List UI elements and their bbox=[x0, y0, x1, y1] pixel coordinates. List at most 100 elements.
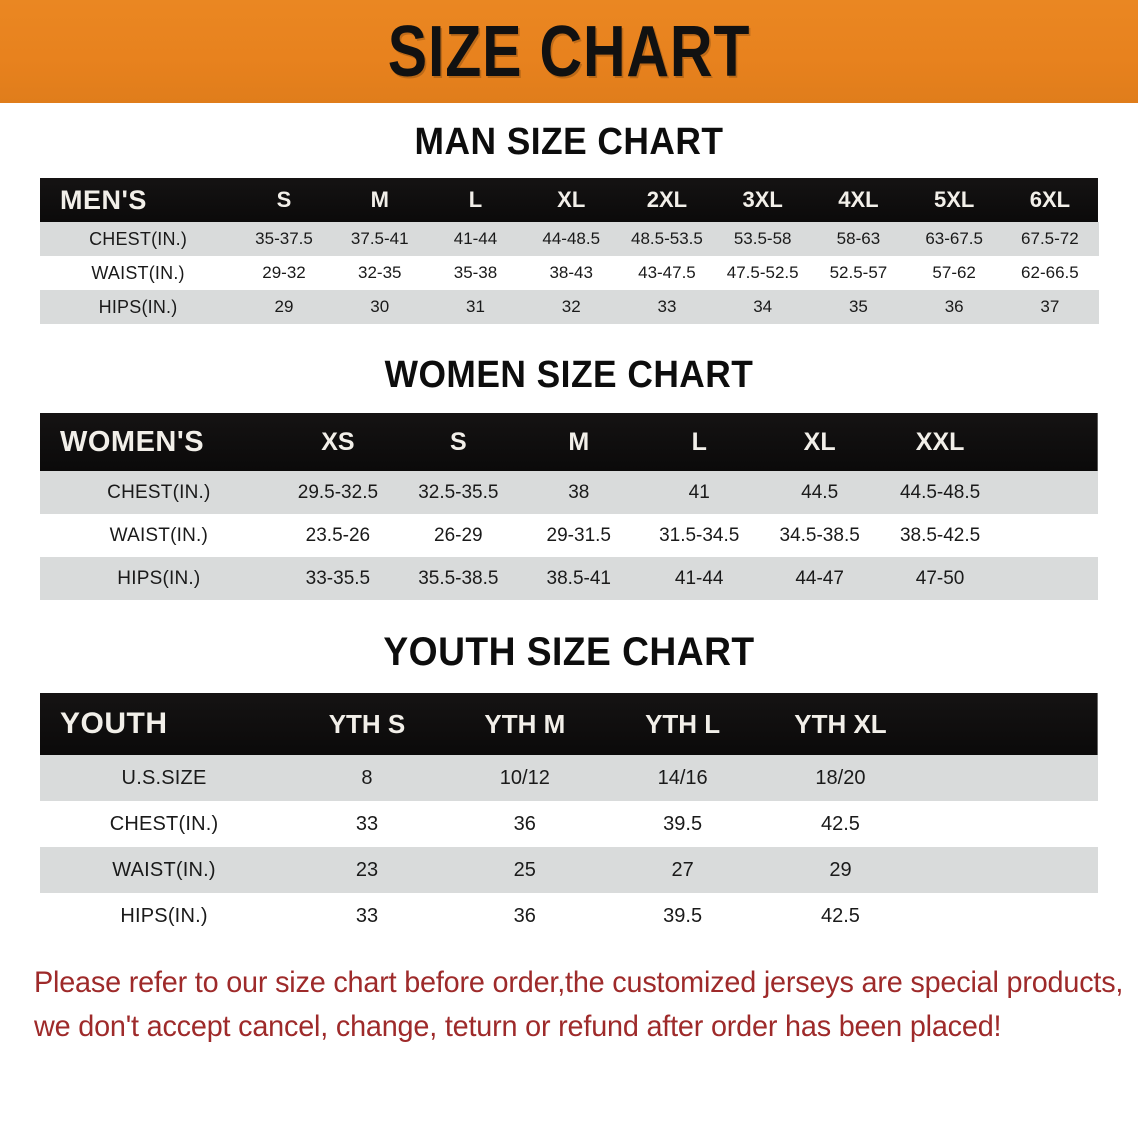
youth-size-header-yth-m: YTH M bbox=[484, 708, 566, 739]
youth-measurement-cell: 36 bbox=[513, 812, 536, 835]
man-row-label: WAIST(IN.) bbox=[91, 262, 185, 283]
man-measurement-cell: 29-32 bbox=[262, 263, 306, 282]
youth-measurement-cell: 39.5 bbox=[663, 812, 703, 835]
man-size-table: MEN'S S M L XL 2XL 3XL 4XL 5XL 6XL CHEST(IN.) 35-3… bbox=[40, 178, 1098, 324]
youth-table-row: U.S.SIZE 8 10/12 14/16 18/20 bbox=[40, 755, 1098, 801]
disclaimer-line-2: we don't accept cancel, change, teturn o… bbox=[34, 1009, 1002, 1043]
youth-measurement-cell: 18/20 bbox=[815, 766, 866, 789]
women-row-spacer bbox=[1000, 471, 1098, 514]
man-measurement-cell: 41-44 bbox=[453, 229, 498, 248]
youth-measurement-cell: 33 bbox=[355, 904, 379, 927]
women-header-label: WOMEN'S bbox=[60, 425, 205, 458]
youth-size-header-yth-xl: YTH XL bbox=[794, 708, 887, 739]
disclaimer-note: Please refer to our size chart before or… bbox=[34, 961, 1123, 1048]
youth-size-table: YOUTH YTH S YTH M YTH L YTH XL U.S.SIZE 8 10/1… bbox=[40, 693, 1098, 939]
women-measurement-cell: 38.5-41 bbox=[546, 567, 611, 589]
man-measurement-cell: 37.5-41 bbox=[350, 229, 409, 248]
man-size-header-4xl: 4XL bbox=[838, 187, 879, 212]
man-measurement-cell: 37 bbox=[1040, 297, 1060, 316]
youth-measurement-cell: 36 bbox=[513, 904, 536, 927]
women-measurement-cell: 41 bbox=[688, 481, 710, 503]
man-table-row: WAIST(IN.) 29-32 32-35 35-38 38-43 43-47.5 47.… bbox=[40, 256, 1098, 290]
youth-table-row: CHEST(IN.) 33 36 39.5 42.5 bbox=[40, 801, 1098, 847]
youth-table-head: YOUTH YTH S YTH M YTH L YTH XL bbox=[40, 693, 1098, 755]
women-measurement-cell: 38 bbox=[568, 481, 590, 503]
youth-table-body: U.S.SIZE 8 10/12 14/16 18/20 CHEST(IN.) 33 36 39… bbox=[40, 755, 1098, 939]
man-table-wrapper: MEN'S S M L XL 2XL 3XL 4XL 5XL 6XL CHEST(IN.) 35-3… bbox=[40, 178, 1098, 324]
man-measurement-cell: 34 bbox=[753, 297, 773, 316]
man-measurement-cell: 35 bbox=[848, 297, 868, 316]
man-measurement-cell: 32-35 bbox=[358, 263, 402, 282]
youth-table-row: WAIST(IN.) 23 25 27 29 bbox=[40, 847, 1098, 893]
youth-measurement-cell: 33 bbox=[355, 812, 379, 835]
man-measurement-cell: 63-67.5 bbox=[925, 229, 983, 248]
women-row-label: CHEST(IN.) bbox=[107, 481, 211, 503]
women-table-body: CHEST(IN.) 29.5-32.5 32.5-35.5 38 41 44.5 44.5… bbox=[40, 471, 1098, 600]
man-measurement-cell: 36 bbox=[944, 297, 964, 316]
man-size-header-m: M bbox=[370, 187, 389, 212]
women-measurement-cell: 31.5-34.5 bbox=[659, 524, 740, 546]
man-section-title: MAN SIZE CHART bbox=[414, 121, 724, 163]
man-table-head: MEN'S S M L XL 2XL 3XL 4XL 5XL 6XL bbox=[40, 178, 1098, 222]
women-size-header-l: L bbox=[691, 427, 707, 456]
women-row-label: HIPS(IN.) bbox=[117, 567, 201, 589]
youth-table-row: HIPS(IN.) 33 36 39.5 42.5 bbox=[40, 893, 1098, 939]
man-measurement-cell: 38-43 bbox=[549, 263, 593, 282]
youth-measurement-cell: 25 bbox=[513, 858, 536, 881]
youth-measurement-cell: 27 bbox=[671, 858, 694, 881]
page-title: SIZE CHART bbox=[387, 11, 751, 92]
women-table-head: WOMEN'S XS S M L XL XXL bbox=[40, 413, 1098, 471]
youth-size-header-yth-l: YTH L bbox=[645, 708, 721, 739]
youth-row-label: WAIST(IN.) bbox=[112, 858, 216, 881]
women-table-row: CHEST(IN.) 29.5-32.5 32.5-35.5 38 41 44.5 44.5… bbox=[40, 471, 1098, 514]
page-banner: SIZE CHART bbox=[0, 0, 1138, 103]
youth-header-row: YOUTH YTH S YTH M YTH L YTH XL bbox=[40, 693, 1098, 755]
women-size-header-m: M bbox=[568, 427, 590, 456]
youth-measurement-cell: 39.5 bbox=[663, 904, 703, 927]
man-measurement-cell: 44-48.5 bbox=[542, 229, 601, 248]
man-header-label: MEN'S bbox=[60, 184, 147, 215]
man-row-label: HIPS(IN.) bbox=[98, 296, 178, 317]
women-measurement-cell: 34.5-38.5 bbox=[779, 524, 860, 546]
women-header-row: WOMEN'S XS S M L XL XXL bbox=[40, 413, 1098, 471]
youth-header-spacer bbox=[919, 693, 1098, 755]
man-row-label: CHEST(IN.) bbox=[89, 228, 188, 249]
women-size-table: WOMEN'S XS S M L XL XXL CHEST(IN.) 29.5-32.5 32.… bbox=[40, 413, 1098, 600]
women-row-spacer bbox=[1000, 557, 1098, 600]
man-measurement-cell: 30 bbox=[370, 297, 390, 316]
man-size-header-3xl: 3XL bbox=[742, 187, 783, 212]
women-measurement-cell: 32.5-35.5 bbox=[418, 481, 499, 503]
man-measurement-cell: 58-63 bbox=[836, 229, 881, 248]
man-measurement-cell: 57-62 bbox=[932, 263, 976, 282]
women-measurement-cell: 47-50 bbox=[915, 567, 965, 589]
women-size-header-xl: XL bbox=[803, 427, 836, 456]
man-measurement-cell: 43-47.5 bbox=[638, 263, 696, 282]
women-measurement-cell: 44.5-48.5 bbox=[899, 481, 981, 503]
man-header-row: MEN'S S M L XL 2XL 3XL 4XL 5XL 6XL bbox=[40, 178, 1098, 222]
women-measurement-cell: 33-35.5 bbox=[305, 567, 371, 589]
man-measurement-cell: 67.5-72 bbox=[1021, 229, 1079, 248]
women-measurement-cell: 29-31.5 bbox=[546, 524, 611, 546]
women-measurement-cell: 38.5-42.5 bbox=[899, 524, 981, 546]
youth-row-label: U.S.SIZE bbox=[121, 766, 207, 789]
women-table-row: HIPS(IN.) 33-35.5 35.5-38.5 38.5-41 41-44 44-… bbox=[40, 557, 1098, 600]
youth-measurement-cell: 29 bbox=[829, 858, 852, 881]
man-size-header-s: S bbox=[276, 187, 292, 212]
youth-row-spacer bbox=[919, 801, 1098, 847]
man-measurement-cell: 29 bbox=[274, 297, 294, 316]
youth-header-label: YOUTH bbox=[60, 707, 168, 740]
youth-measurement-cell: 23 bbox=[355, 858, 379, 881]
women-measurement-cell: 41-44 bbox=[674, 567, 724, 589]
man-table-body: CHEST(IN.) 35-37.5 37.5-41 41-44 44-48.5 48.5… bbox=[40, 222, 1098, 324]
youth-size-header-yth-s: YTH S bbox=[328, 708, 406, 739]
man-size-header-5xl: 5XL bbox=[933, 187, 975, 212]
man-table-row: CHEST(IN.) 35-37.5 37.5-41 41-44 44-48.5 48.5… bbox=[40, 222, 1098, 256]
man-measurement-cell: 62-66.5 bbox=[1021, 263, 1079, 282]
youth-measurement-cell: 42.5 bbox=[820, 812, 860, 835]
women-size-header-xxl: XXL bbox=[915, 427, 965, 456]
women-size-header-xs: XS bbox=[321, 427, 355, 456]
man-measurement-cell: 32 bbox=[561, 297, 581, 316]
women-measurement-cell: 23.5-26 bbox=[305, 524, 371, 546]
youth-section-title: YOUTH SIZE CHART bbox=[383, 630, 755, 674]
women-measurement-cell: 35.5-38.5 bbox=[418, 567, 499, 589]
